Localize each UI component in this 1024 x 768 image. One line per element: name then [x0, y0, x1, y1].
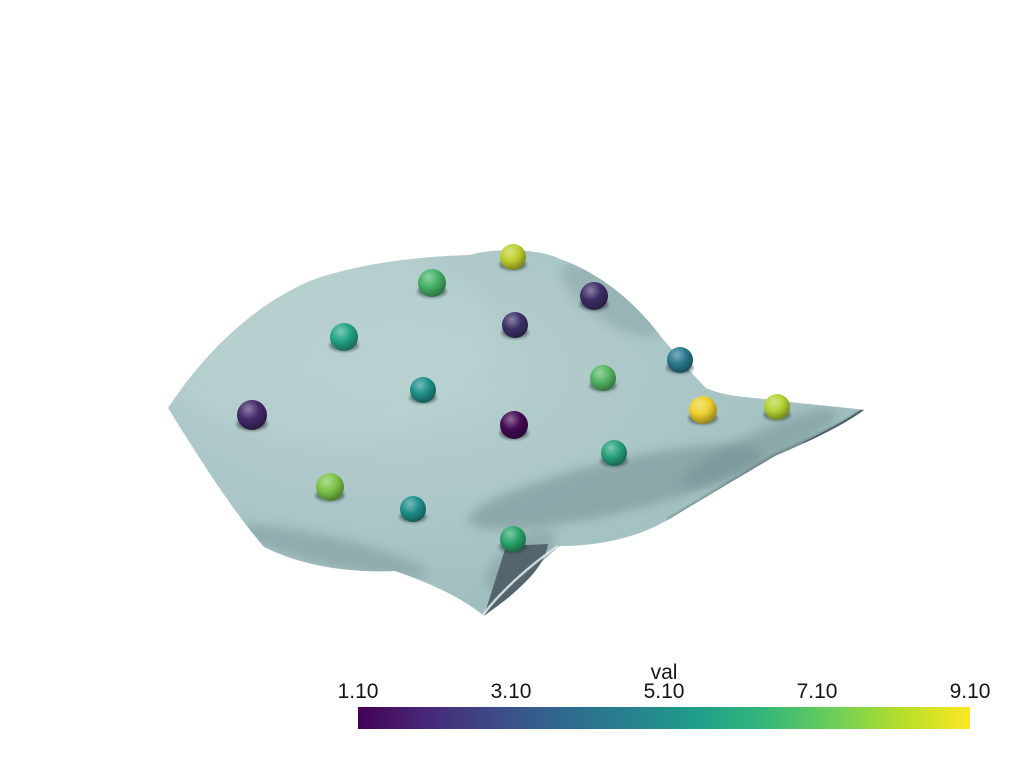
data-point-sphere: [500, 411, 528, 439]
data-point-sphere: [500, 526, 526, 552]
data-point-sphere: [590, 365, 616, 391]
data-point-sphere: [410, 377, 436, 403]
data-point-sphere: [500, 244, 526, 270]
colorbar-tick-label: 5.10: [643, 680, 685, 703]
colorbar: 1.10 3.10 5.10 7.10 9.10: [338, 681, 990, 729]
data-point-sphere: [502, 312, 528, 338]
data-point-sphere: [316, 473, 344, 501]
surface-highlight: [168, 250, 495, 440]
lower-edge-shadow: [232, 524, 428, 578]
colorbar-tick-label: 7.10: [796, 680, 838, 703]
colorbar-tick-label: 3.10: [490, 680, 532, 703]
colorbar-gradient: [358, 707, 970, 729]
colorbar-tick-label: 9.10: [949, 680, 991, 703]
data-point-sphere: [689, 396, 717, 424]
data-point-sphere: [330, 323, 358, 351]
data-point-sphere: [764, 394, 790, 420]
colorbar-title: val: [650, 661, 678, 684]
data-point-sphere: [580, 282, 608, 310]
valley-shadow: [468, 444, 762, 530]
data-point-sphere: [418, 269, 446, 297]
data-point-sphere: [237, 400, 267, 430]
colorbar-tick-label: 1.10: [337, 680, 379, 703]
data-point-sphere: [601, 440, 627, 466]
fold-front-edge-highlight: [482, 545, 559, 616]
data-point-spheres: [236, 244, 791, 553]
ridge-shadow: [682, 409, 838, 487]
data-point-sphere: [667, 347, 693, 373]
slope-shadow: [561, 263, 663, 337]
data-point-sphere: [400, 496, 426, 522]
